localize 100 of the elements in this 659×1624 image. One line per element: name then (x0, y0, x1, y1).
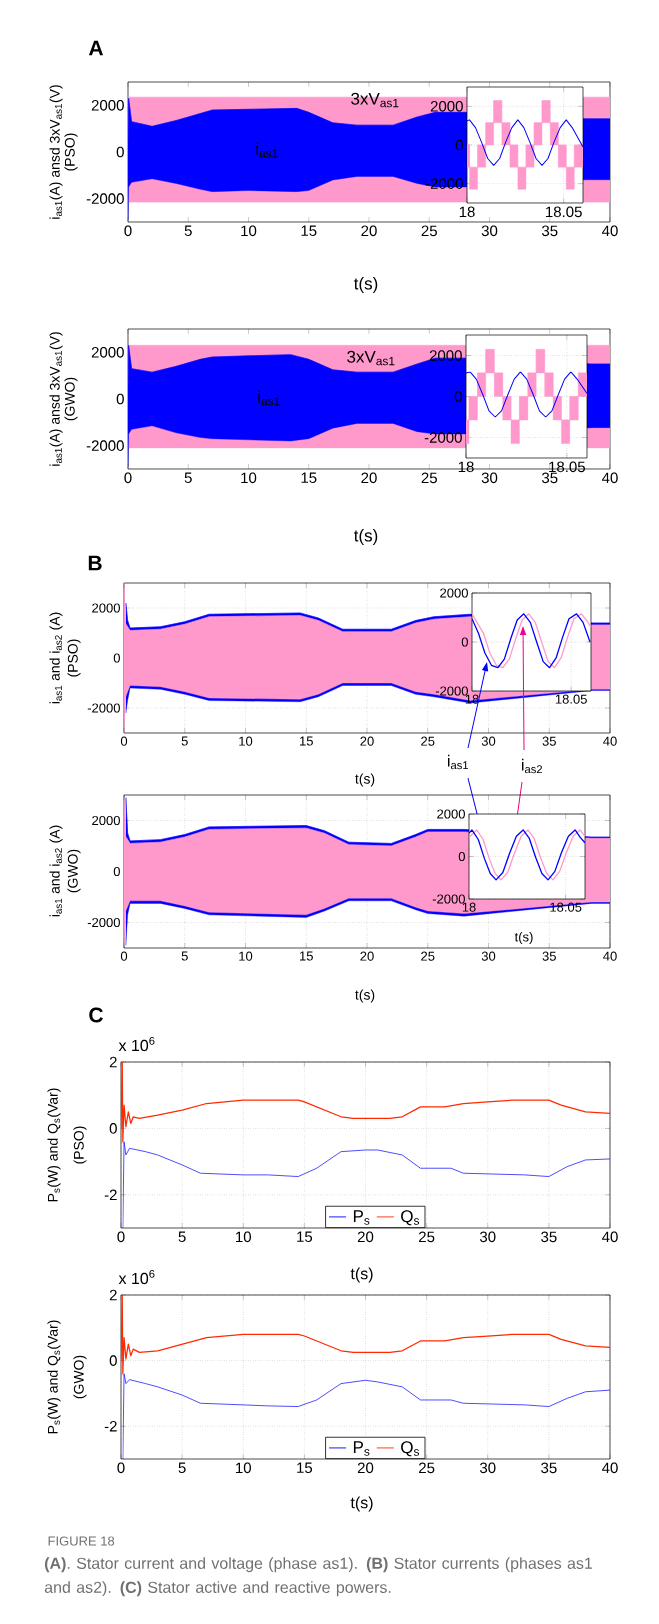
y-tick-label: 2000 (440, 588, 468, 598)
x-tick-label: 10 (236, 1231, 251, 1243)
x-axis-title: t(s) (355, 989, 375, 1003)
text: (GWO) (67, 849, 81, 893)
caption: FIGURE 18 (48, 1536, 115, 1546)
x-tick-label: 15 (297, 1462, 313, 1473)
x-tick-label: 40 (603, 951, 617, 961)
annotation: 3xV$_{as1}$ (351, 92, 399, 108)
x-tick-label: 0 (124, 225, 132, 237)
x-tick-label: 10 (239, 951, 253, 961)
y-tick-label: 2000 (437, 809, 465, 819)
y-tick-label: 2000 (91, 100, 124, 111)
x-axis-title: t(s) (350, 1267, 373, 1283)
x-tick-label: 35 (541, 225, 558, 237)
y-tick-label: 2000 (91, 347, 124, 358)
x-tick-label: 25 (421, 951, 435, 961)
y-tick-label: -2 (104, 1189, 117, 1201)
y-tick-label: 0 (454, 391, 462, 402)
x-tick-label: 10 (239, 736, 253, 746)
x-tick-label: 30 (479, 1462, 496, 1474)
x-tick-label: 25 (421, 225, 437, 237)
legend-label: Q$_{s}$ (401, 1210, 420, 1226)
x-tick-label: 18 (462, 902, 476, 912)
x-tick-label: 5 (178, 1231, 186, 1242)
y-tick-label: -2 (104, 1420, 117, 1432)
x-tick-label: 5 (184, 225, 192, 236)
y-tick-label: 0 (109, 1355, 117, 1366)
text: i$_{as2}$ (522, 758, 542, 774)
y-tick-label: 0 (109, 1123, 117, 1134)
chart-title: A (88, 40, 104, 56)
x-tick-label: 10 (241, 225, 257, 237)
text: x 10$^{6}$ (118, 1036, 155, 1052)
x-tick-label: 18.05 (549, 461, 585, 473)
x-tick-label: 20 (361, 225, 377, 237)
x-tick-label: 25 (419, 1462, 435, 1474)
x-axis-title: t(s) (353, 529, 378, 545)
x-tick-label: 5 (184, 472, 192, 483)
x-tick-label: 30 (481, 225, 498, 237)
y-axis-title: i$_{as1}$ and i$_{as2}$ (A) (49, 612, 63, 704)
y-tick-label: 0 (458, 851, 465, 862)
y-axis-title: i$_{as1}$(A) ansd 3xV$_{as1}$(V) (49, 85, 63, 219)
x-tick-label: 30 (481, 736, 496, 746)
y-tick-label: 0 (461, 637, 468, 647)
annotation: 3xV$_{as1}$ (347, 350, 395, 366)
y-tick-label: 0 (113, 653, 120, 663)
x-tick-label: 18.05 (555, 694, 587, 704)
x-tick-label: 25 (421, 736, 435, 746)
x-tick-label: 30 (481, 951, 496, 961)
y-tick-label: 2 (109, 1056, 117, 1068)
y-tick-label: 2000 (92, 815, 120, 826)
x-tick-label: 18.05 (546, 206, 582, 218)
y-tick-label: -2000 (86, 440, 124, 451)
x-tick-label: 20 (360, 736, 374, 746)
x-tick-label: 30 (479, 1231, 496, 1243)
x-tick-label: 30 (481, 472, 498, 484)
x-tick-label: 35 (541, 472, 558, 484)
x-tick-label: 15 (297, 1231, 313, 1242)
y-tick-label: -2000 (424, 432, 462, 443)
x-tick-label: 35 (541, 1231, 557, 1243)
x-tick-label: 0 (124, 472, 132, 484)
x-tick-label: 40 (602, 225, 618, 237)
x-tick-label: 5 (178, 1462, 186, 1473)
y-axis-title: P$_{s}$(W) and Q$_{s}$(Var) (47, 1088, 61, 1202)
x-tick-label: 40 (602, 472, 618, 484)
chart-title: C (89, 1007, 103, 1023)
y-tick-label: -2000 (432, 894, 465, 904)
x-tick-label: 10 (236, 1462, 251, 1474)
legend-label: Q$_{s}$ (401, 1441, 420, 1457)
y-tick-label: 0 (116, 393, 124, 405)
y-tick-label: -2000 (425, 178, 463, 189)
text: (PSO) (67, 639, 81, 677)
y-tick-label: 0 (113, 866, 120, 877)
y-tick-label: 0 (455, 139, 463, 151)
legend-label: P$_{s}$ (353, 1210, 370, 1225)
x-tick-label: 10 (241, 472, 257, 484)
x-tick-label: 20 (357, 1462, 374, 1474)
x-tick-label: 18 (458, 461, 474, 473)
annotation: i$_{as1}$ (258, 390, 280, 406)
y-tick-label: 2 (109, 1289, 117, 1301)
legend-label: P$_{s}$ (353, 1441, 370, 1456)
x-tick-label: 20 (360, 951, 374, 961)
x-axis-title: t(s) (514, 931, 533, 945)
text: (A). Stator current and voltage (phase as1). (B) Stator currents (phases as1 and as2). (C) Stator active and reactive powers. (44, 1557, 593, 1597)
y-axis-title: P$_{s}$(W) and Q$_{s}$(Var) (47, 1320, 61, 1434)
x-axis-title: t(s) (350, 1496, 373, 1512)
x-tick-label: 25 (419, 1231, 435, 1243)
y-tick-label: -2000 (435, 686, 468, 696)
y-axis-title: i$_{as1}$(A) ansd 3xV$_{as1}$(V) (49, 332, 63, 466)
x-tick-label: 15 (300, 951, 313, 961)
y-tick-label: -2000 (87, 917, 120, 928)
y-tick-label: 2000 (430, 101, 463, 112)
y-tick-label: 2000 (92, 603, 120, 613)
y-tick-label: 0 (116, 146, 124, 158)
text: (PSO) (64, 133, 78, 171)
x-tick-label: 25 (421, 472, 437, 484)
x-tick-label: 18 (459, 206, 475, 218)
y-axis-title: i$_{as1}$ and i$_{as2}$ (A) (49, 825, 63, 917)
text: (GWO) (73, 1355, 87, 1399)
x-tick-label: 35 (542, 951, 556, 961)
x-tick-label: 15 (301, 225, 317, 236)
